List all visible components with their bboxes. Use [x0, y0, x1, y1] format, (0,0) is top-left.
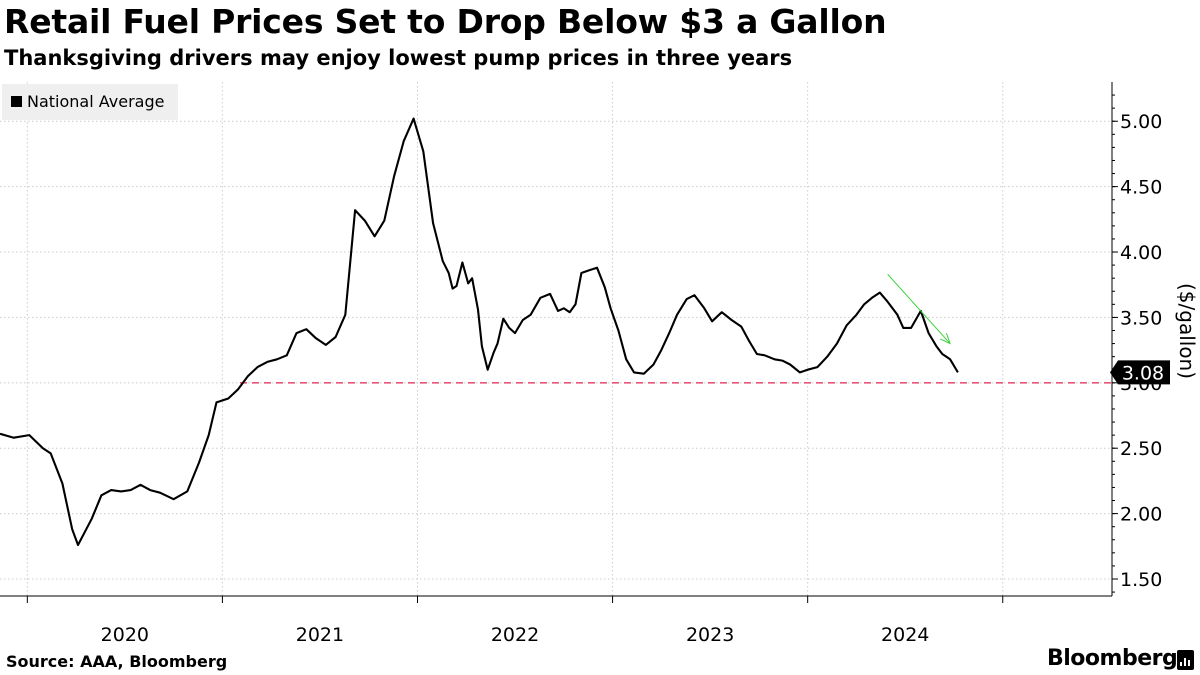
chart-subtitle: Thanksgiving drivers may enjoy lowest pu… [4, 46, 793, 70]
legend: National Average [2, 84, 178, 120]
y-tick-label: 5.00 [1120, 111, 1162, 133]
y-tick-label: 1.50 [1120, 569, 1162, 591]
legend-swatch [11, 96, 22, 107]
x-tick-label: 2023 [686, 624, 734, 646]
y-tick-label: 2.00 [1120, 504, 1162, 526]
trend-arrow-head [939, 333, 951, 345]
x-tick-label: 2022 [491, 624, 539, 646]
y-axis-label: ($/gallon) [1175, 283, 1199, 379]
chart-title: Retail Fuel Prices Set to Drop Below $3 … [4, 2, 887, 41]
last-value-label: 3.08 [1122, 362, 1164, 384]
national-average-line [0, 117, 959, 547]
brand-logo: Bloomberg [1047, 646, 1178, 671]
last-value-callout [1110, 360, 1170, 385]
x-tick-label: 2021 [296, 624, 344, 646]
bar-chart-icon [1177, 650, 1194, 670]
x-tick-label: 2024 [881, 624, 929, 646]
x-tick-label: 2020 [101, 624, 149, 646]
trend-arrow-shaft [887, 273, 951, 344]
y-tick-label: 4.00 [1120, 242, 1162, 264]
y-tick-label: 3.50 [1120, 307, 1162, 329]
source-note: Source: AAA, Bloomberg [6, 652, 228, 671]
legend-label: National Average [27, 92, 165, 111]
y-tick-label: 2.50 [1120, 438, 1162, 460]
y-tick-label: 4.50 [1120, 177, 1162, 199]
